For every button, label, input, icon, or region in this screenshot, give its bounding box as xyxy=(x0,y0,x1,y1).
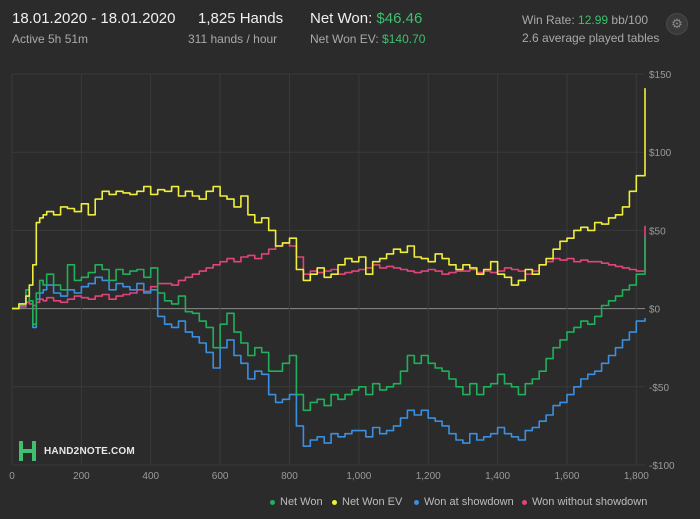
legend-won-at-showdown[interactable]: Won at showdown xyxy=(414,496,514,508)
legend-net-won[interactable]: Net Won xyxy=(270,496,323,508)
chart-series xyxy=(12,88,646,447)
hands-per-hour: 311 hands / hour xyxy=(188,32,278,46)
x-tick-label: 1,400 xyxy=(485,471,510,482)
x-tick-label: 1,800 xyxy=(624,471,649,482)
legend-label: Net Won EV xyxy=(342,496,403,508)
net-won-label: Net Won: xyxy=(310,10,373,27)
x-tick-label: 0 xyxy=(9,471,15,482)
net-won-info: Net Won: $46.46 Net Won EV: $140.70 xyxy=(310,10,425,46)
date-range: 18.01.2020 - 18.01.2020 xyxy=(12,10,176,27)
x-tick-label: 1,000 xyxy=(346,471,371,482)
x-tick-label: 1,200 xyxy=(416,471,441,482)
win-rate: Win Rate: 12.99 bb/100 xyxy=(522,13,659,27)
win-rate-label: Win Rate: xyxy=(522,13,575,27)
net-won-ev: Net Won EV: $140.70 xyxy=(310,32,425,46)
net-won-value: $46.46 xyxy=(376,10,423,27)
series-line-net-won xyxy=(12,236,646,412)
gear-icon[interactable]: ⚙ xyxy=(666,13,688,35)
y-tick-label: $100 xyxy=(649,148,672,159)
y-tick-label: $0 xyxy=(649,305,661,316)
y-tick-label: -$50 xyxy=(649,383,669,394)
logo-text: HAND2NOTE.COM xyxy=(44,445,135,457)
x-tick-label: 800 xyxy=(281,471,298,482)
legend-label: Won without showdown xyxy=(532,496,648,508)
x-tick-label: 1,600 xyxy=(554,471,579,482)
legend-dot xyxy=(522,499,527,505)
legend-dot xyxy=(270,499,275,505)
x-tick-label: 600 xyxy=(212,471,229,482)
hands-info: 1,825 Hands 311 hands / hour xyxy=(188,10,284,46)
x-tick-label: 400 xyxy=(142,471,159,482)
legend-label: Net Won xyxy=(280,496,323,508)
win-rate-info: Win Rate: 12.99 bb/100 2.6 average playe… xyxy=(522,13,659,45)
avg-tables: 2.6 average played tables xyxy=(522,31,660,45)
stats-header: 18.01.2020 - 18.01.2020 Active 5h 51m 1,… xyxy=(0,0,700,50)
active-time: Active 5h 51m xyxy=(12,32,89,46)
legend-label: Won at showdown xyxy=(424,496,514,508)
hand2note-logo-icon xyxy=(18,440,38,462)
win-rate-value: 12.99 xyxy=(578,13,609,27)
net-won-ev-label: Net Won EV: xyxy=(310,32,379,46)
y-tick-label: $50 xyxy=(649,226,666,237)
y-tick-label: -$100 xyxy=(649,461,675,472)
series-line-won-without-showdown xyxy=(12,225,646,310)
win-rate-unit: bb/100 xyxy=(611,13,649,27)
line-chart: -$100 -$50 $0 $50 $100 $150 0 200 400 600 800 1,00… xyxy=(9,70,675,482)
session-info: 18.01.2020 - 18.01.2020 Active 5h 51m xyxy=(12,10,175,46)
series-line-won-at-showdown xyxy=(12,276,646,447)
y-axis-labels: -$100 -$50 $0 $50 $100 $150 xyxy=(649,70,675,472)
net-won: Net Won: $46.46 xyxy=(310,10,425,27)
hands-count: 1,825 Hands xyxy=(198,10,284,27)
legend-won-without-showdown[interactable]: Won without showdown xyxy=(522,496,647,508)
legend-dot xyxy=(332,499,337,505)
net-won-ev-value: $140.70 xyxy=(382,32,426,46)
legend-net-won-ev[interactable]: Net Won EV xyxy=(332,496,402,508)
series-line-net-won-ev xyxy=(12,88,646,310)
hand2note-logo: HAND2NOTE.COM xyxy=(18,440,135,462)
legend-dot xyxy=(414,499,419,505)
x-axis-labels: 0 200 400 600 800 1,000 1,200 1,400 1,600 1,800 xyxy=(9,471,649,482)
x-tick-label: 200 xyxy=(73,471,90,482)
y-tick-label: $150 xyxy=(649,70,672,81)
